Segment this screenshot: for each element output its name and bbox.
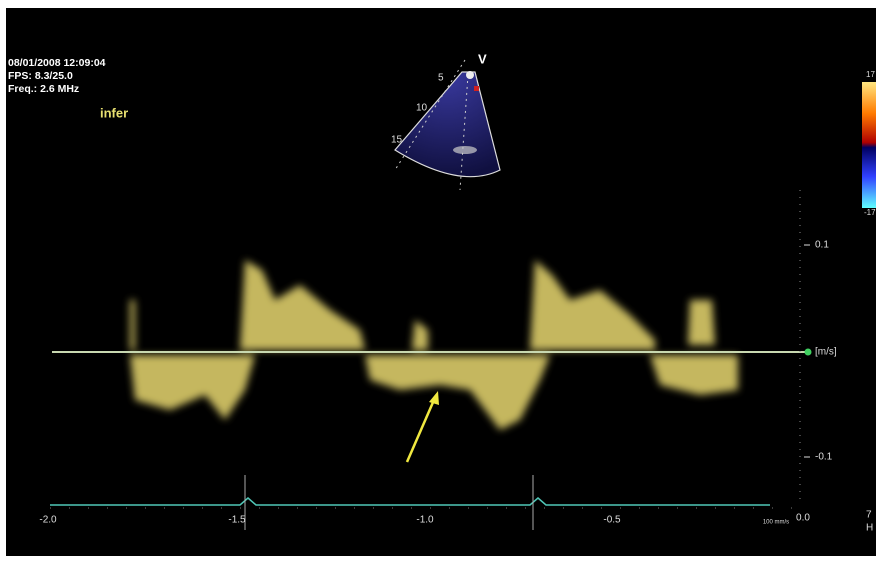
timestamp: 08/01/2008 12:09:04 bbox=[8, 57, 106, 69]
fps: FPS: 8.3/25.0 bbox=[8, 70, 73, 82]
screen-bg bbox=[6, 8, 876, 556]
time-tick-label: 0.0 bbox=[796, 513, 810, 524]
frequency: Freq.: 2.6 MHz bbox=[8, 83, 79, 95]
baseline-marker bbox=[804, 348, 812, 356]
doppler-spectrum bbox=[130, 260, 738, 430]
depth-label: 5 bbox=[438, 73, 444, 84]
view-label: infer bbox=[100, 105, 128, 120]
depth-label: 10 bbox=[416, 103, 428, 114]
time-tick-label: -0.5 bbox=[603, 515, 621, 526]
arrow bbox=[405, 399, 436, 463]
time-tick-label: -1.0 bbox=[416, 515, 434, 526]
color-min: -17 bbox=[864, 208, 876, 217]
edge-text: 7 bbox=[866, 510, 872, 521]
sweep-speed: 100 mm/s bbox=[763, 520, 789, 526]
velocity-top: 0.1 bbox=[815, 240, 829, 251]
arrow-head bbox=[429, 391, 439, 405]
depth-label: 15 bbox=[391, 135, 403, 146]
probe-label: V bbox=[478, 51, 487, 66]
color-max: 17 bbox=[866, 70, 875, 79]
time-tick-label: -1.5 bbox=[228, 515, 246, 526]
ecg-trace bbox=[50, 497, 770, 506]
time-tick-label: -2.0 bbox=[39, 515, 57, 526]
velocity-unit: [m/s] bbox=[815, 347, 837, 358]
velocity-bottom: -0.1 bbox=[815, 452, 833, 463]
color-bar bbox=[862, 82, 876, 208]
sector-image bbox=[394, 59, 501, 191]
edge-text: H bbox=[866, 523, 873, 534]
